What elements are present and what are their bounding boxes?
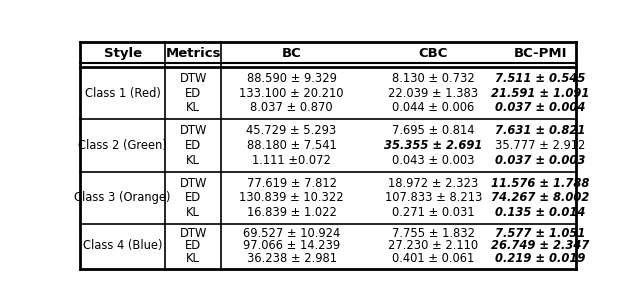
Text: Class 2 (Green): Class 2 (Green) <box>78 139 167 152</box>
Text: KL: KL <box>186 101 200 114</box>
Text: 0.043 ± 0.003: 0.043 ± 0.003 <box>392 154 475 167</box>
Text: ED: ED <box>185 139 201 152</box>
Text: ED: ED <box>185 239 201 252</box>
Text: Metrics: Metrics <box>165 47 221 60</box>
Text: 7.631 ± 0.821: 7.631 ± 0.821 <box>495 124 586 137</box>
Text: Class 1 (Red): Class 1 (Red) <box>84 87 161 100</box>
Text: 7.577 ± 1.051: 7.577 ± 1.051 <box>495 227 586 240</box>
Text: 0.135 ± 0.014: 0.135 ± 0.014 <box>495 206 586 219</box>
Text: 107.833 ± 8.213: 107.833 ± 8.213 <box>385 191 482 204</box>
Text: DTW: DTW <box>179 227 207 240</box>
Text: 11.576 ± 1.788: 11.576 ± 1.788 <box>491 177 589 190</box>
Text: 88.180 ± 7.541: 88.180 ± 7.541 <box>246 139 337 152</box>
Text: 130.839 ± 10.322: 130.839 ± 10.322 <box>239 191 344 204</box>
Text: 7.755 ± 1.832: 7.755 ± 1.832 <box>392 227 475 240</box>
Text: 1.111 ±0.072: 1.111 ±0.072 <box>252 154 331 167</box>
Text: 0.037 ± 0.004: 0.037 ± 0.004 <box>495 101 586 114</box>
Text: 35.355 ± 2.691: 35.355 ± 2.691 <box>384 139 483 152</box>
Text: 27.230 ± 2.110: 27.230 ± 2.110 <box>388 239 479 252</box>
Text: 35.777 ± 2.912: 35.777 ± 2.912 <box>495 139 586 152</box>
Text: 77.619 ± 7.812: 77.619 ± 7.812 <box>246 177 337 190</box>
Text: 36.238 ± 2.981: 36.238 ± 2.981 <box>246 252 337 265</box>
Text: 0.037 ± 0.003: 0.037 ± 0.003 <box>495 154 586 167</box>
Text: 22.039 ± 1.383: 22.039 ± 1.383 <box>388 87 479 100</box>
Text: KL: KL <box>186 206 200 219</box>
Text: 26.749 ± 2.347: 26.749 ± 2.347 <box>491 239 589 252</box>
Text: 97.066 ± 14.239: 97.066 ± 14.239 <box>243 239 340 252</box>
Text: BC-PMI: BC-PMI <box>513 47 567 60</box>
Text: 74.267 ± 8.002: 74.267 ± 8.002 <box>491 191 589 204</box>
Text: 7.695 ± 0.814: 7.695 ± 0.814 <box>392 124 475 137</box>
Text: ED: ED <box>185 87 201 100</box>
Text: 133.100 ± 20.210: 133.100 ± 20.210 <box>239 87 344 100</box>
Text: Class 4 (Blue): Class 4 (Blue) <box>83 239 163 252</box>
Text: CBC: CBC <box>419 47 448 60</box>
Text: 45.729 ± 5.293: 45.729 ± 5.293 <box>246 124 337 137</box>
Text: DTW: DTW <box>179 177 207 190</box>
Text: 0.401 ± 0.061: 0.401 ± 0.061 <box>392 252 474 265</box>
Text: BC: BC <box>282 47 301 60</box>
Text: 16.839 ± 1.022: 16.839 ± 1.022 <box>246 206 337 219</box>
Text: ED: ED <box>185 191 201 204</box>
Text: 7.511 ± 0.545: 7.511 ± 0.545 <box>495 72 586 85</box>
Text: 69.527 ± 10.924: 69.527 ± 10.924 <box>243 227 340 240</box>
Text: KL: KL <box>186 252 200 265</box>
Text: 18.972 ± 2.323: 18.972 ± 2.323 <box>388 177 479 190</box>
Text: 0.271 ± 0.031: 0.271 ± 0.031 <box>392 206 475 219</box>
Text: Style: Style <box>104 47 141 60</box>
Text: 8.037 ± 0.870: 8.037 ± 0.870 <box>250 101 333 114</box>
Text: DTW: DTW <box>179 72 207 85</box>
Text: 21.591 ± 1.091: 21.591 ± 1.091 <box>491 87 589 100</box>
Text: 8.130 ± 0.732: 8.130 ± 0.732 <box>392 72 475 85</box>
Text: KL: KL <box>186 154 200 167</box>
Text: Class 3 (Orange): Class 3 (Orange) <box>74 191 171 204</box>
Text: 88.590 ± 9.329: 88.590 ± 9.329 <box>246 72 337 85</box>
Text: DTW: DTW <box>179 124 207 137</box>
Text: 0.044 ± 0.006: 0.044 ± 0.006 <box>392 101 474 114</box>
Text: 0.219 ± 0.019: 0.219 ± 0.019 <box>495 252 586 265</box>
